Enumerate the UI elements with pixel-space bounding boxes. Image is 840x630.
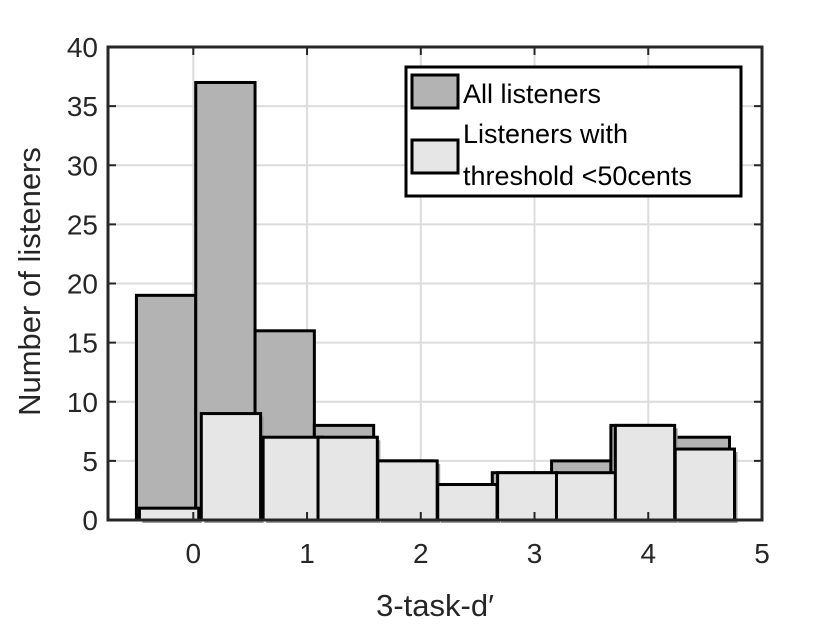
threshold-listeners-bars [137,412,738,523]
y-tick-label: 5 [82,446,98,477]
x-tick-label: 5 [754,538,770,569]
y-axis-label: Number of listeners [12,147,47,416]
histogram-bar [199,412,263,522]
y-tick-label: 10 [67,387,98,418]
y-tick-label: 40 [67,32,98,63]
legend-swatch-all-listeners [410,73,460,110]
x-tick-label: 2 [413,538,429,569]
y-tick-label: 25 [67,209,98,240]
histogram-bar [316,435,379,522]
histogram-bar [261,435,324,522]
y-tick-label: 30 [67,150,98,181]
x-tick-label: 1 [299,538,315,569]
legend-label-all-listeners: All listeners [463,79,601,109]
y-tick-label: 35 [67,91,98,122]
y-tick-label: 20 [67,269,98,300]
histogram-bar [436,483,499,522]
histogram-bar [554,471,618,522]
legend-box [404,65,743,198]
x-tick-label: 0 [186,538,202,569]
x-tick-label: 4 [640,538,656,569]
axis-ticks: 0 1 2 3 4 5 0 5 10 15 20 25 30 35 40 [67,32,770,569]
y-tick-label: 0 [82,505,98,536]
histogram-bar [613,423,677,522]
histogram-bar [673,447,736,522]
legend-label-threshold-line1: Listeners with [463,119,628,149]
x-tick-label: 3 [527,538,543,569]
x-axis-label: 3-task-d′ [376,588,494,623]
histogram-bar [376,459,439,522]
legend-label-threshold-line2: threshold <50cents [463,161,692,191]
legend-swatch-threshold-listeners [410,138,460,175]
histogram-bar [137,506,201,522]
y-tick-label: 15 [67,328,98,359]
legend: All listeners Listeners with threshold <… [404,65,743,198]
histogram-bar [496,471,559,522]
histogram-bar [134,293,198,522]
